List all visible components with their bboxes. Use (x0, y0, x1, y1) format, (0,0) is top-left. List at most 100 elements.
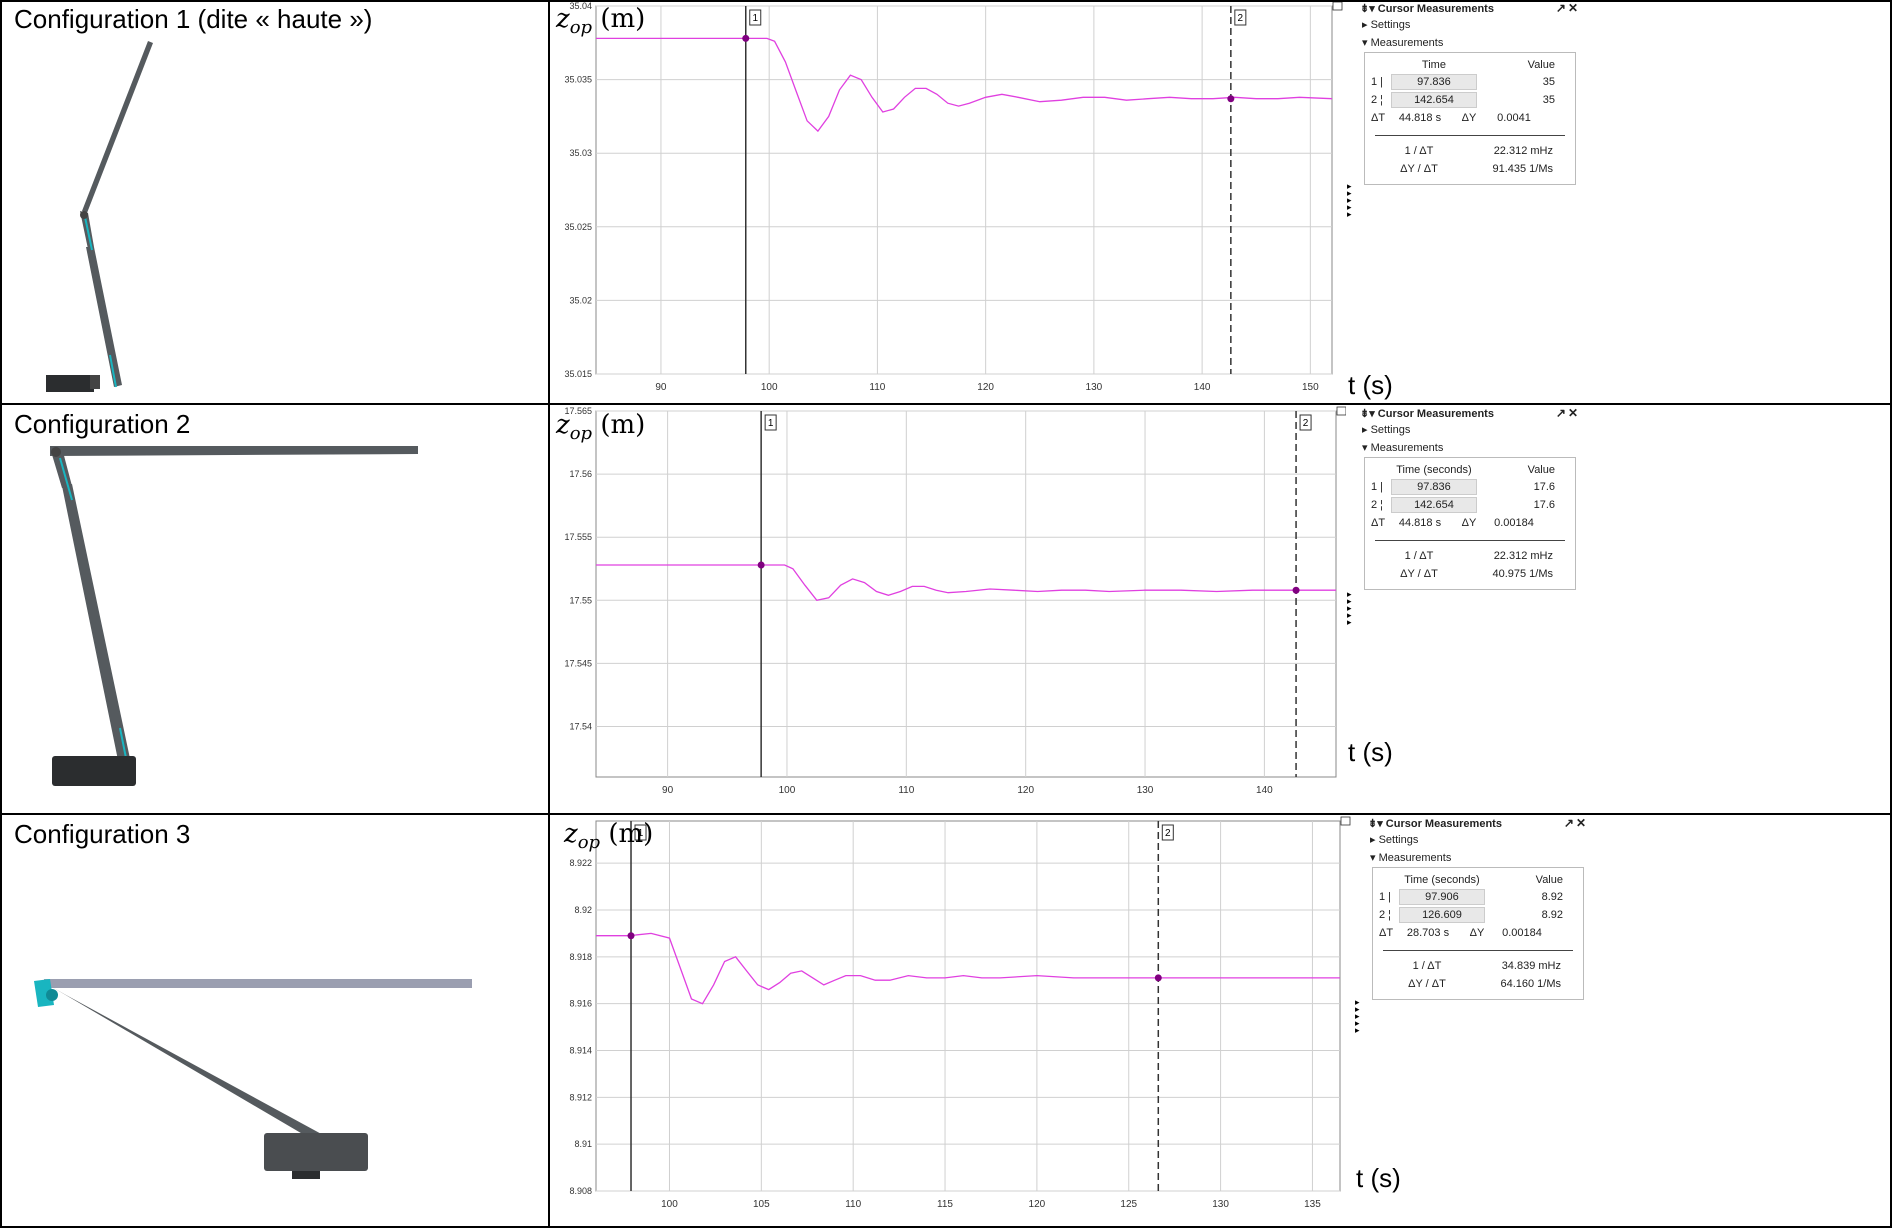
slope-label: ΔY / ΔT (1408, 978, 1446, 990)
delta-y-label: ΔY (1461, 112, 1477, 124)
x-tick-label: 110 (845, 1199, 861, 1210)
cursor-2-value: 35 (1542, 94, 1555, 106)
x-tick-label: 135 (1304, 1199, 1321, 1210)
inverse-dt-row: 1 / ΔT 22.312 mHz (1371, 547, 1569, 565)
x-tick-label: 100 (761, 382, 778, 393)
x-tick-label: 120 (977, 382, 994, 393)
table-row-divider-1 (0, 403, 1892, 405)
table-row-divider-2 (0, 813, 1892, 815)
chart-config-3: 100 105 110 115 120 125 130 135 8.908 8.91 8.912 8.… (556, 815, 1356, 1229)
settings-label: Settings (1378, 834, 1419, 846)
x-axis-unit: t (s) (1348, 370, 1393, 400)
panel-title-wrap: ⇟▾ Cursor Measurements (1360, 2, 1494, 15)
cursor-2-tag (1234, 9, 1247, 26)
col-value-header: Value (1527, 464, 1555, 476)
y-tick-label: 8.916 (569, 999, 592, 1009)
settings-section[interactable]: ▸ Settings (1362, 19, 1411, 31)
settings-label: Settings (1370, 424, 1411, 436)
x-tick-label: 140 (1256, 785, 1273, 796)
cursor-1-time-wrap: 97.906 (1398, 888, 1485, 906)
plot-frame (595, 820, 1341, 1192)
cursor-2-time-input[interactable]: 142.654 (1390, 497, 1477, 513)
cursor-1-time-wrap: 97.836 (1390, 478, 1477, 496)
y-unit-symbol: z (564, 819, 578, 849)
table-border-top (0, 0, 1892, 2)
col-blank (1371, 57, 1390, 73)
delta-row: ΔT 44.818 s ΔY 0.00184 (1371, 514, 1569, 532)
expand-arrows-icon[interactable]: ▸ ▸ ▸ ▸ ▸ (1347, 589, 1352, 627)
y-tick-label: 8.914 (569, 1045, 592, 1055)
inverse-dt-row: 1 / ΔT 34.839 mHz (1379, 957, 1577, 975)
cursor-1-label: 1 (1371, 76, 1378, 88)
plot-expand-icon (1336, 406, 1347, 416)
panel-undock-close-icon[interactable]: ↗✕ (1563, 816, 1588, 830)
delta-y-value: 0.00184 (1494, 517, 1534, 529)
expand-arrows-icon[interactable]: ▸ ▸ ▸ ▸ ▸ (1355, 997, 1360, 1035)
col-blank (1379, 872, 1398, 888)
cursor-1-time-input[interactable]: 97.836 (1390, 479, 1477, 495)
delta-t-label: ΔT (1379, 927, 1394, 939)
settings-section[interactable]: ▸ Settings (1370, 834, 1419, 846)
cursor-1-label: 1 (1371, 481, 1378, 493)
cursor-1-time-input[interactable]: 97.906 (1398, 889, 1485, 905)
y-tick-label: 17.56 (569, 469, 592, 479)
measurements-section[interactable]: ▾ Measurements (1370, 852, 1452, 864)
cursor-1-time-input[interactable]: 97.836 (1390, 74, 1477, 90)
chart-config-2: 90 100 110 120 130 140 17.54 17.545 17.55 17.555 1… (556, 405, 1347, 816)
cursor-2-time-input[interactable]: 142.654 (1390, 92, 1477, 108)
x-tick-label: 100 (661, 1199, 678, 1210)
delta-t-label: ΔT (1371, 112, 1386, 124)
panel-header: ⇟▾ Cursor Measurements ↗✕ (1360, 405, 1580, 421)
cursor-1-time-wrap: 97.836 (1390, 73, 1477, 91)
cursor-2-tag-label: 2 (1238, 13, 1244, 24)
cursor-1-tag-label: 1 (768, 418, 774, 429)
y-unit-rest: (m) (600, 819, 654, 849)
cursor-2-value: 8.92 (1541, 909, 1563, 921)
cursor-1-label-wrap: 1 | (1379, 891, 1392, 903)
y-tick-label: 17.555 (564, 532, 592, 542)
y-unit-rest: (m) (592, 4, 646, 34)
delta-t-value: 28.703 s (1406, 927, 1450, 939)
panel-title: Cursor Measurements (1377, 2, 1494, 15)
panel-undock-close-icon[interactable]: ↗✕ (1555, 406, 1580, 420)
y-axis-unit: zop (m) (556, 4, 645, 38)
chart-config-1: 90 100 110 120 130 140 150 35.015 35.02 35.025 35.… (556, 1, 1346, 407)
measurements-section[interactable]: ▾ Measurements (1362, 442, 1444, 454)
cursor-2-value: 17.6 (1533, 499, 1555, 511)
panel-header: ⇟▾ Cursor Measurements ↗✕ (1360, 0, 1580, 16)
y-tick-label: 8.922 (569, 858, 592, 868)
signal-line (596, 564, 1336, 602)
y-unit-symbol: z (556, 410, 570, 440)
cursor-1-tag (749, 9, 762, 26)
y-tick-label: 17.54 (569, 722, 592, 732)
panel-undock-close-icon[interactable]: ↗✕ (1555, 1, 1580, 15)
y-unit-symbol: z (556, 4, 570, 34)
delta-y-value: 0.00184 (1502, 927, 1542, 939)
x-tick-label: 105 (753, 1199, 770, 1210)
y-tick-label: 35.03 (569, 148, 592, 158)
cursor-1-value: 17.6 (1533, 481, 1555, 493)
config-row-2: Configuration 2 90 100 110 120 130 140 17.54 17… (0, 405, 1892, 813)
x-axis-unit: t (s) (1356, 1163, 1401, 1193)
signal-line (596, 932, 1340, 1005)
panel-header: ⇟▾ Cursor Measurements ↗✕ (1368, 815, 1588, 831)
cursor-1-label-wrap: 1 | (1371, 481, 1384, 493)
panel-title-wrap: ⇟▾ Cursor Measurements (1360, 407, 1494, 420)
cursor-1-marker (627, 932, 635, 940)
expand-arrows-icon[interactable]: ▸ ▸ ▸ ▸ ▸ (1347, 181, 1352, 219)
cursor-2-time-input[interactable]: 126.609 (1398, 907, 1485, 923)
inverse-dt-value: 22.312 mHz (1493, 550, 1553, 562)
measurements-section[interactable]: ▾ Measurements (1362, 37, 1444, 49)
cursor-2-marker (1154, 974, 1162, 982)
settings-section[interactable]: ▸ Settings (1362, 424, 1411, 436)
measurements-box: Time (seconds) Value 1 | 97.836 17.6 2 ¦… (1364, 457, 1576, 590)
plot-area: 100 105 110 115 120 125 130 135 8.908 8.91 8.912 8.… (569, 816, 1351, 1210)
cursor-2-tag-label: 2 (1303, 418, 1309, 429)
config-row-3: Configuration 3 100 105 110 115 120 125 130 135… (0, 815, 1892, 1226)
col-value-header: Value (1527, 59, 1555, 71)
y-tick-label: 35.025 (564, 222, 592, 232)
x-tick-label: 130 (1137, 785, 1154, 796)
y-axis-unit: zop (m) (564, 819, 653, 853)
delta-t-label: ΔT (1371, 517, 1386, 529)
